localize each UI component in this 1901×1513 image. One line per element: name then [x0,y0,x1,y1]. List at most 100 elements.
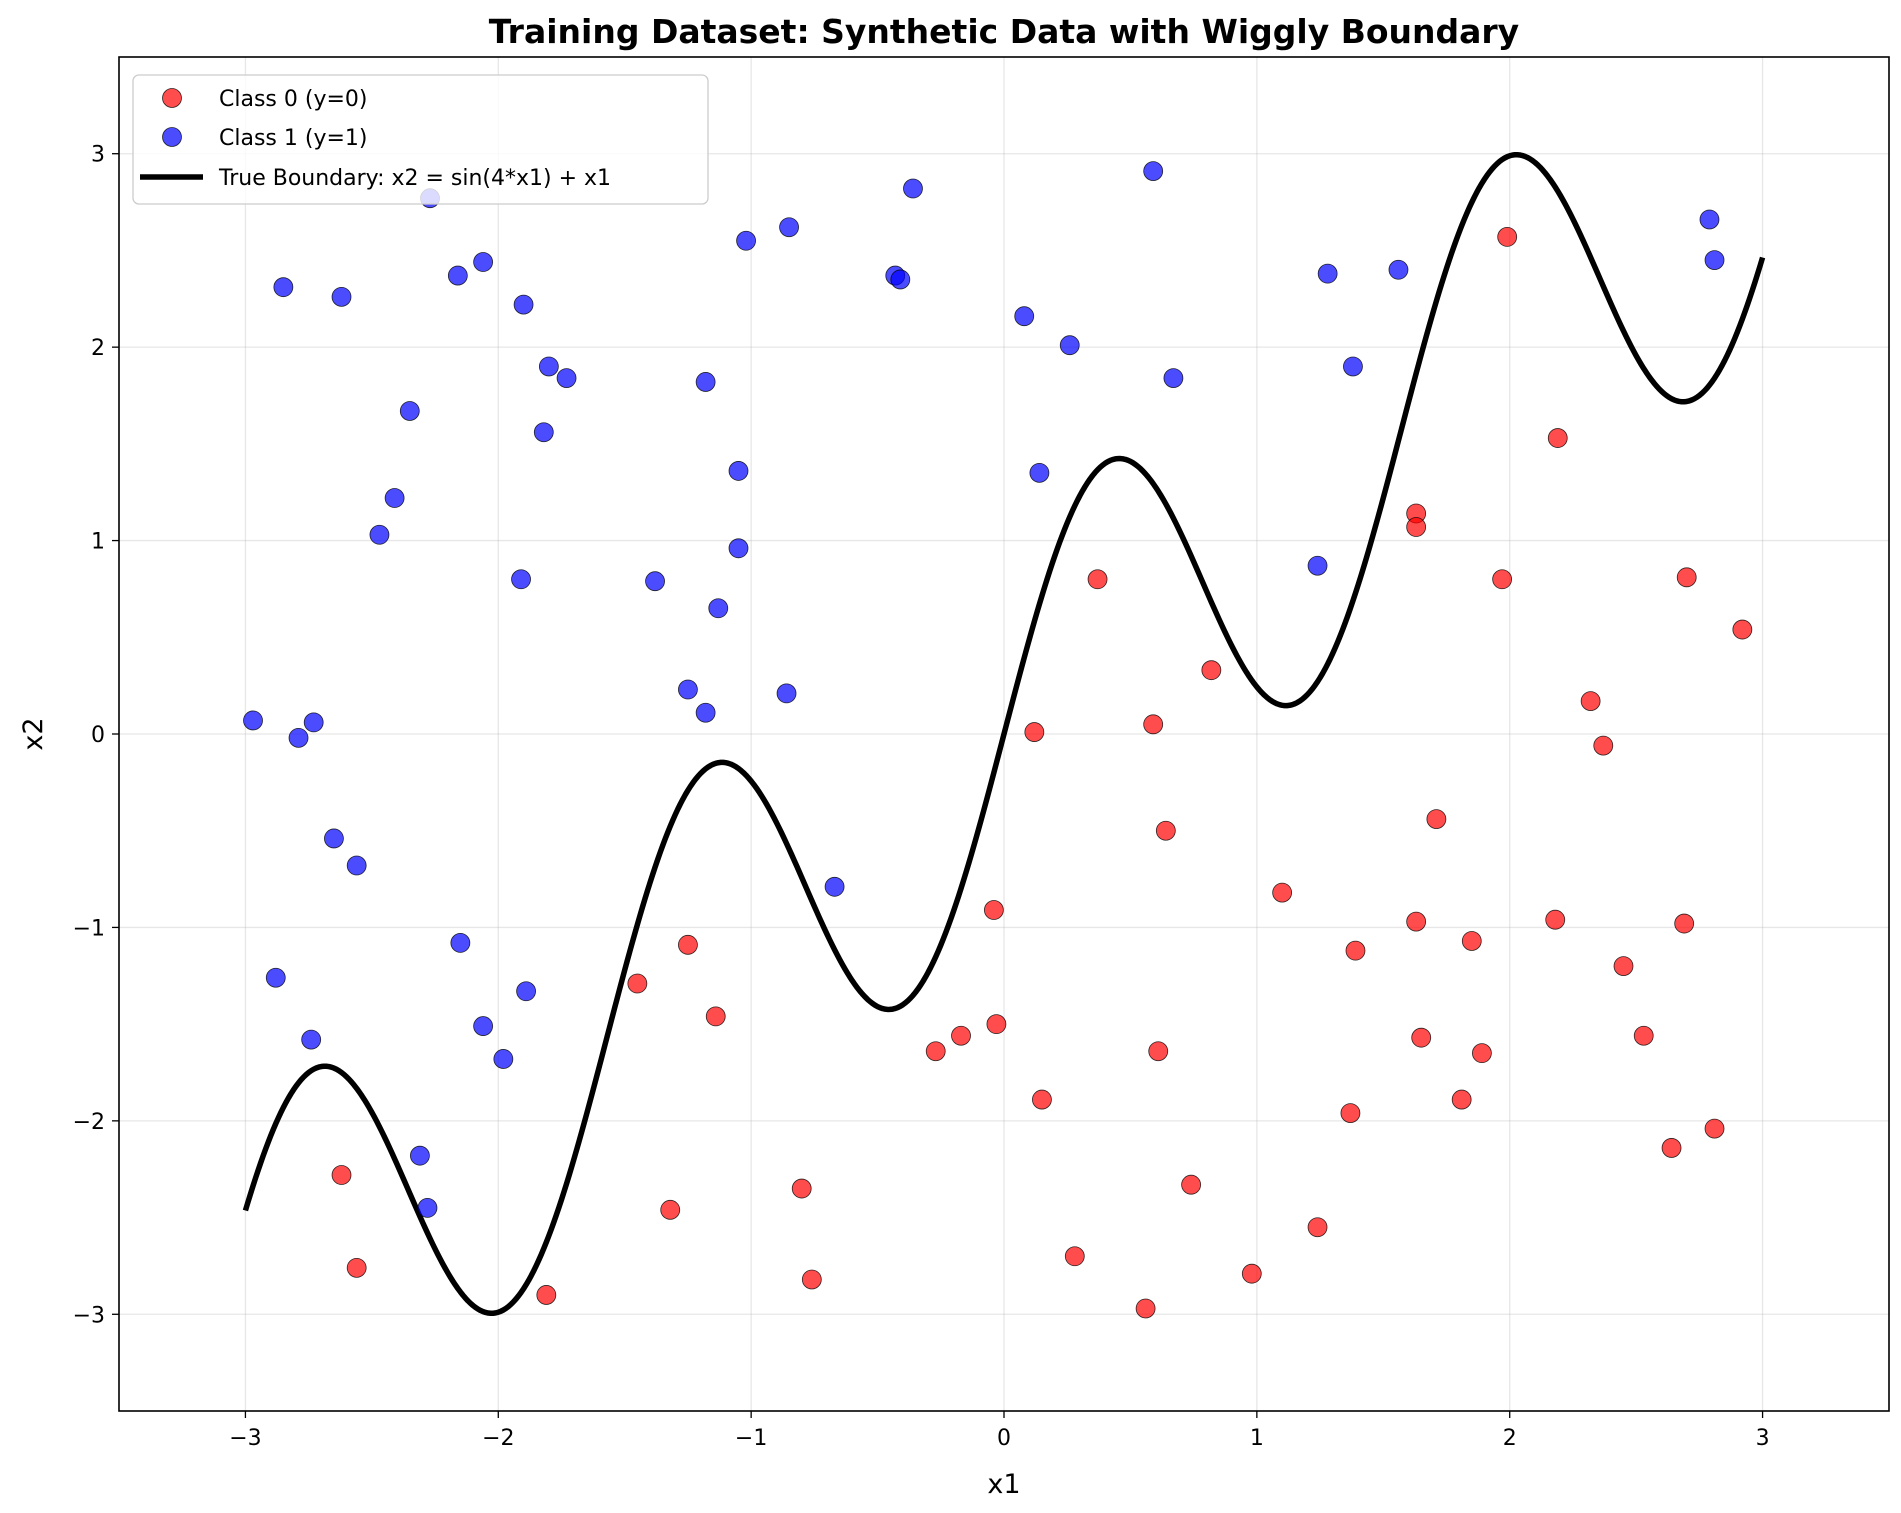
scatter-point-class-1 [678,679,698,700]
scatter-point-class-1 [736,230,756,251]
x-tick-label: 3 [1756,1426,1770,1451]
legend-marker-0 [162,88,182,108]
scatter-point-class-1 [708,598,729,619]
y-tick-label: −2 [73,1110,105,1135]
scatter-point-class-1 [1163,368,1184,388]
scatter-point-class-1 [273,277,294,298]
scatter-point-class-1 [824,876,845,897]
scatter-point-class-1 [331,286,352,307]
scatter-point-class-1 [728,461,749,481]
scatter-point-class-0 [1492,569,1513,590]
x-tick-label: −3 [229,1426,261,1451]
scatter-point-class-1 [556,368,577,388]
scatter-point-class-0 [791,1178,812,1199]
scatter-point-class-0 [1406,911,1427,932]
scatter-point-class-1 [533,422,554,443]
boundary-layer [242,151,1766,1317]
scatter-point-class-1 [301,1029,322,1050]
scatter-point-class-0 [1201,660,1222,681]
scatter-point-class-0 [1032,1089,1052,1110]
y-tick-label: 1 [91,530,105,555]
scatter-point-class-1 [346,855,367,876]
scatter-point-class-0 [536,1285,557,1305]
scatter-point-class-0 [627,973,648,994]
scatter-point-class-0 [1411,1027,1432,1048]
scatter-point-class-0 [1340,1103,1361,1124]
scatter-point-class-0 [678,934,698,955]
scatter-point-class-0 [1143,714,1164,735]
scatter-point-class-1 [538,356,559,377]
scatter-point-class-1 [695,702,716,723]
scatter-point-class-1 [511,569,531,590]
scatter-point-class-0 [1148,1041,1169,1062]
scatter-point-class-1 [695,372,716,392]
y-tick-label: −1 [73,916,105,941]
scatter-point-class-0 [1633,1025,1654,1046]
scatter-point-class-1 [890,269,911,290]
scatter-point-class-1 [447,265,468,286]
scatter-point-class-1 [1307,555,1328,576]
y-tick-label: −3 [73,1303,105,1328]
scatter-point-class-0 [1426,809,1447,830]
scatter-point-class-0 [951,1025,971,1046]
scatter-point-class-0 [705,1006,726,1027]
scatter-point-class-0 [986,1014,1007,1035]
chart-title: Training Dataset: Synthetic Data with Wi… [489,12,1519,51]
scatter-point-class-0 [1661,1138,1682,1158]
legend-marker-1 [162,127,182,147]
scatter-point-class-0 [660,1199,681,1220]
true-boundary-line [242,151,1766,1317]
scatter-point-class-1 [1704,250,1725,271]
scatter-point-class-0 [925,1041,946,1062]
scatter-point-class-1 [513,294,534,315]
scatter-point-class-0 [1580,691,1601,712]
grid [119,57,1889,1411]
y-tick-label: 3 [91,143,105,168]
points-layer [243,161,1753,1319]
scatter-point-class-0 [1307,1217,1328,1238]
scatter-point-class-0 [1613,956,1634,977]
scatter-point-class-1 [903,178,923,199]
scatter-point-class-1 [265,967,286,988]
scatter-point-class-0 [1676,567,1697,588]
scatter-point-class-1 [409,1145,430,1166]
legend-label-1: Class 1 (y=1) [219,126,367,151]
scatter-point-class-0 [1272,882,1293,903]
scatter-point-class-0 [1087,569,1108,590]
y-axis-label: x2 [18,717,49,750]
scatter-point-class-1 [450,933,471,953]
legend: Class 0 (y=0) Class 1 (y=1) True Boundary:… [132,74,709,205]
scatter-point-class-0 [1181,1174,1202,1195]
scatter-point-class-1 [369,524,390,545]
scatter-point-class-0 [1406,517,1427,537]
scatter-point-class-1 [1029,462,1050,483]
scatter-point-class-0 [1674,913,1695,934]
scatter-point-class-1 [779,217,799,238]
scatter-point-class-1 [493,1049,514,1069]
scatter-point-class-1 [473,1016,494,1036]
scatter-point-class-0 [1024,722,1045,742]
y-tick-label: 2 [91,336,105,361]
scatter-point-class-1 [645,571,665,592]
scatter-point-class-1 [1317,263,1338,284]
scatter-point-class-0 [1472,1043,1492,1064]
legend-label-0: Class 0 (y=0) [219,87,367,112]
x-tick-label: 0 [997,1426,1011,1451]
scatter-point-class-0 [346,1257,367,1278]
scatter-point-class-1 [1143,161,1164,182]
x-tick-label: 1 [1250,1426,1264,1451]
scatter-point-class-0 [1064,1246,1085,1267]
scatter-point-class-0 [801,1269,822,1290]
scatter-point-class-0 [1155,820,1176,841]
scatter-point-class-1 [776,683,797,704]
scatter-point-class-0 [1704,1118,1725,1139]
scatter-point-class-1 [1059,335,1080,356]
scatter-point-class-1 [1343,356,1363,377]
scatter-point-class-0 [1547,428,1568,448]
scatter-point-class-1 [1014,306,1035,327]
x-tick-label: −2 [482,1426,514,1451]
scatter-point-class-1 [473,252,494,272]
scatter-point-class-0 [1545,909,1566,930]
x-tick-label: 2 [1503,1426,1517,1451]
x-tick-label: −1 [735,1426,767,1451]
